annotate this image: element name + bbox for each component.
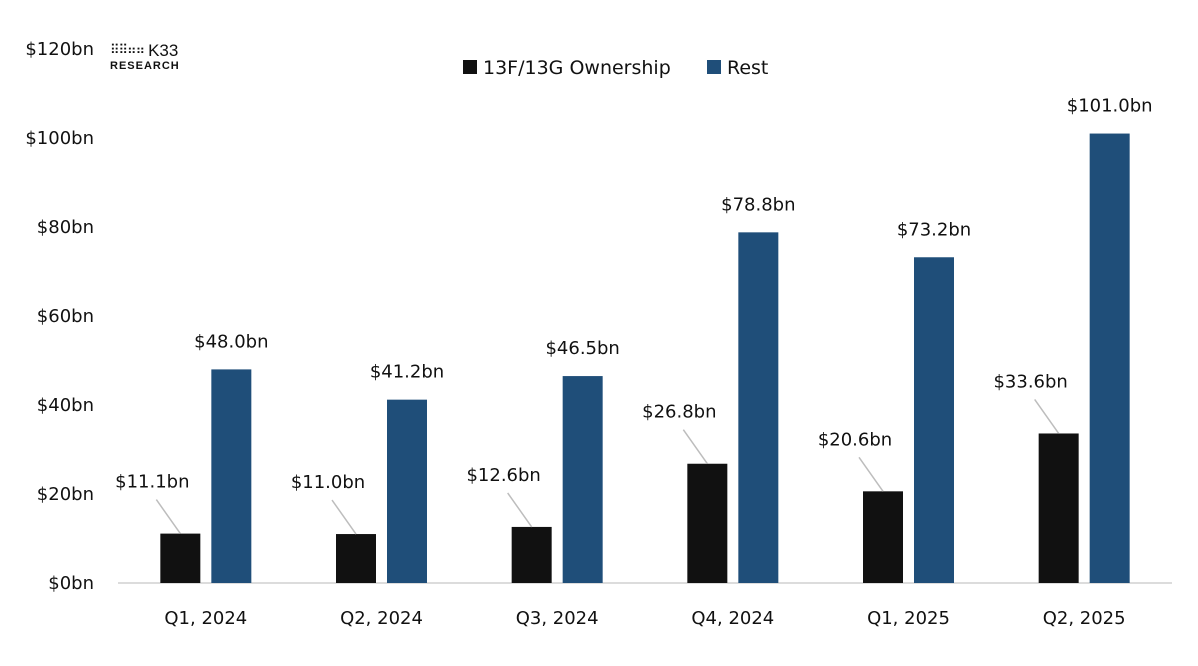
bar-13f-13g: [511, 526, 552, 583]
bar-rest: [211, 369, 252, 583]
logo-subtitle: RESEARCH: [110, 60, 180, 72]
leader-line: [682, 429, 708, 465]
data-label-rest: $48.0bn: [194, 331, 268, 352]
x-tick-label: Q2, 2025: [1043, 608, 1126, 629]
data-label-13f-13g: $33.6bn: [993, 371, 1067, 392]
x-tick-label: Q2, 2024: [340, 608, 423, 629]
bar-13f-13g: [160, 533, 201, 583]
bar-rest: [562, 376, 603, 583]
bar-rest: [914, 257, 954, 583]
y-tick-label: $40bn: [37, 395, 94, 416]
y-tick-label: $120bn: [25, 39, 94, 60]
bar-13f-13g: [336, 534, 376, 583]
data-label-13f-13g: $11.0bn: [291, 472, 365, 493]
y-tick-label: $20bn: [37, 484, 94, 505]
leader-line: [331, 499, 357, 535]
y-tick-label: $80bn: [37, 217, 94, 238]
logo-name: K33: [148, 41, 179, 60]
leader-line: [155, 499, 181, 535]
x-tick-label: Q4, 2024: [691, 608, 774, 629]
leader-line: [1034, 399, 1060, 434]
bar-13f-13g: [1038, 433, 1079, 583]
data-label-rest: $78.8bn: [721, 194, 795, 215]
leader-line: [858, 456, 884, 492]
y-tick-label: $0bn: [48, 573, 94, 594]
y-tick-label: $100bn: [25, 128, 94, 149]
y-tick-label: $60bn: [37, 306, 94, 327]
data-label-rest: $46.5bn: [545, 338, 619, 359]
data-label-13f-13g: $11.1bn: [115, 472, 189, 493]
leader-line: [507, 492, 533, 528]
logo-mark-icon: ⠿⠿⠶⠶: [110, 43, 145, 58]
bar-rest: [387, 399, 427, 583]
legend-swatch-rest: [707, 60, 721, 74]
data-label-13f-13g: $20.6bn: [818, 429, 892, 450]
data-label-rest: $101.0bn: [1067, 96, 1153, 117]
k33-research-logo: ⠿⠿⠶⠶ K33 RESEARCH: [110, 42, 180, 72]
data-label-rest: $73.2bn: [897, 219, 971, 240]
legend-label-rest: Rest: [727, 57, 768, 79]
bar-13f-13g: [687, 463, 728, 583]
data-label-rest: $41.2bn: [370, 362, 444, 383]
legend-label-13f-13g: 13F/13G Ownership: [483, 57, 671, 79]
bar-rest: [1089, 133, 1130, 584]
data-label-13f-13g: $26.8bn: [642, 402, 716, 423]
x-tick-label: Q1, 2025: [867, 608, 950, 629]
bar-rest: [738, 232, 779, 583]
x-tick-label: Q1, 2024: [164, 608, 247, 629]
bar-13f-13g: [863, 491, 903, 583]
data-label-13f-13g: $12.6bn: [466, 465, 540, 486]
legend-swatch-13f-13g: [463, 60, 477, 74]
x-tick-label: Q3, 2024: [516, 608, 599, 629]
